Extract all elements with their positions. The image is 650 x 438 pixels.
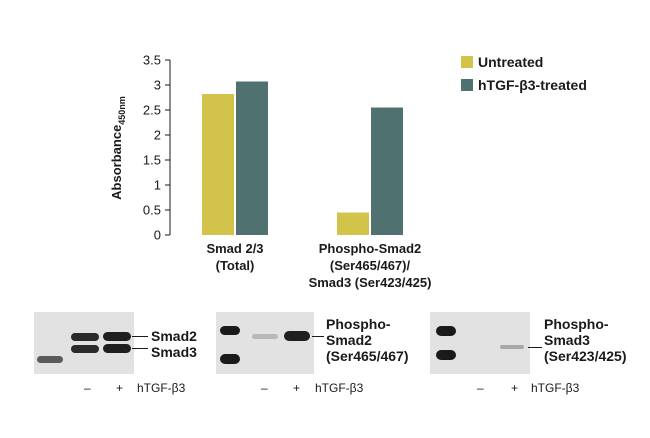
lane-treatment-label: hTGF-β3 xyxy=(315,381,364,395)
y-tick-label: 0 xyxy=(154,228,161,243)
y-tick-label: 0.5 xyxy=(143,203,161,218)
bar-chart: 0 0.5 1 1.5 2 2.5 3 3.5 Absorbance450nm Smad 2/3 (… xyxy=(109,53,587,291)
label-pointer-line xyxy=(528,347,542,348)
blot-image-phospho-smad2 xyxy=(216,312,314,374)
y-tick-label: 2 xyxy=(154,128,161,143)
y-tick-label: 3.5 xyxy=(143,53,161,68)
blot-label-phospho: Phospho- xyxy=(326,316,391,332)
marker-band xyxy=(436,326,456,336)
bar-untreated xyxy=(202,94,234,235)
y-tick-label: 2.5 xyxy=(143,103,161,118)
lane-treatment-label: hTGF-β3 xyxy=(137,381,186,395)
lane-treatment-label: hTGF-β3 xyxy=(531,381,580,395)
blot-band xyxy=(252,334,278,339)
y-axis-label: Absorbance450nm xyxy=(109,96,127,200)
legend-label-treated: hTGF-β3-treated xyxy=(478,77,587,93)
marker-band xyxy=(220,354,240,364)
marker-band xyxy=(436,350,456,360)
blot-band xyxy=(284,331,310,341)
label-pointer-line xyxy=(132,348,148,349)
western-blot-panel-total-smad: Smad2 Smad3 xyxy=(34,312,234,374)
blot-band xyxy=(500,345,524,349)
label-pointer-line xyxy=(132,336,148,337)
blot-label-site: (Ser465/467) xyxy=(326,348,409,364)
lane-mark-untreated: – xyxy=(477,381,484,395)
legend-swatch-untreated xyxy=(461,56,473,68)
lane-mark-untreated: – xyxy=(261,381,268,395)
legend-label-untreated: Untreated xyxy=(478,54,543,70)
label-pointer-line xyxy=(312,336,324,337)
blot-label-smad2: Smad2 xyxy=(326,332,372,348)
category-label: Smad3 (Ser423/425) xyxy=(309,275,432,290)
blot-label-smad3: Smad3 xyxy=(151,344,197,360)
y-tick-label: 1 xyxy=(154,178,161,193)
lane-mark-untreated: – xyxy=(84,381,91,395)
western-blot-panel-phospho-smad3: Phospho- Smad3 (Ser423/425) xyxy=(430,312,650,374)
western-blot-panel-phospho-smad2: Phospho- Smad2 (Ser465/467) xyxy=(216,312,436,374)
bar-treated xyxy=(236,81,268,235)
bar-treated xyxy=(371,107,403,235)
blot-band xyxy=(103,332,131,341)
category-label: (Ser465/467)/ xyxy=(330,258,411,273)
marker-band xyxy=(37,356,63,363)
y-tick-label: 3 xyxy=(154,78,161,93)
blot-label-phospho: Phospho- xyxy=(544,316,609,332)
blot-label-site: (Ser423/425) xyxy=(544,348,627,364)
bar-untreated xyxy=(337,212,369,235)
blot-band xyxy=(103,344,131,353)
lane-mark-treated: + xyxy=(511,381,519,395)
category-label: Phospho-Smad2 xyxy=(319,241,422,256)
blot-image-phospho-smad3 xyxy=(430,312,530,374)
category-label: (Total) xyxy=(216,258,255,273)
lane-mark-treated: + xyxy=(293,381,301,395)
blot-image-total-smad xyxy=(34,312,134,374)
lane-mark-treated: + xyxy=(116,381,124,395)
marker-band xyxy=(220,326,240,335)
blot-band xyxy=(71,345,99,353)
category-label: Smad 2/3 xyxy=(206,241,263,256)
blot-band xyxy=(71,333,99,341)
blot-label-smad3: Smad3 xyxy=(544,332,590,348)
blot-label-smad2: Smad2 xyxy=(151,328,197,344)
y-tick-label: 1.5 xyxy=(143,153,161,168)
legend-swatch-treated xyxy=(461,79,473,91)
